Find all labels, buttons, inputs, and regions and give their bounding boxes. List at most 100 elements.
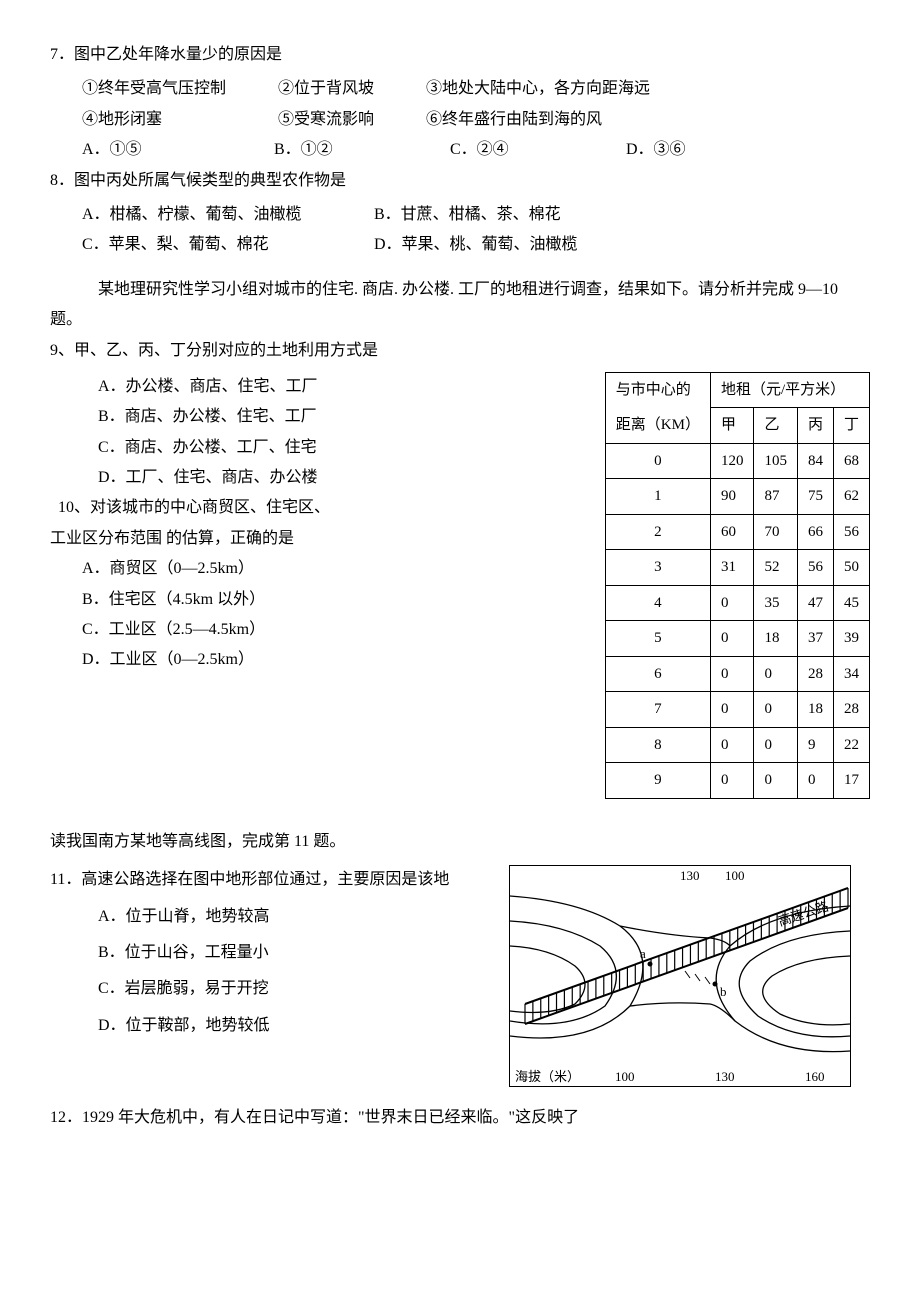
table-row: 190877562	[605, 479, 869, 515]
contour-map: 130 100 高速公路 a b	[509, 865, 851, 1087]
rent-cell: 0	[754, 656, 798, 692]
rent-col-0: 甲	[710, 408, 754, 444]
rent-hdr-dist1: 与市中心的	[605, 372, 710, 408]
rent-cell: 47	[797, 585, 833, 621]
rent-dist: 5	[605, 621, 710, 657]
rent-dist: 0	[605, 443, 710, 479]
rent-cell: 52	[754, 550, 798, 586]
table-row: 6002834	[605, 656, 869, 692]
table-row: 900017	[605, 763, 869, 799]
rent-cell: 0	[710, 727, 754, 763]
rent-cell: 68	[833, 443, 869, 479]
q9-optC: C．商店、办公楼、工厂、住宅	[50, 433, 585, 463]
q7-item3: ③地处大陆中心，各方向距海远	[426, 80, 650, 97]
rent-cell: 56	[797, 550, 833, 586]
rent-cell: 75	[797, 479, 833, 515]
q7-item4: ④地形闭塞	[82, 105, 274, 135]
q7-stem: 7．图中乙处年降水量少的原因是	[50, 40, 870, 70]
rent-col-3: 丁	[833, 408, 869, 444]
rent-cell: 0	[754, 763, 798, 799]
q7-items-row1: ①终年受高气压控制 ②位于背风坡 ③地处大陆中心，各方向距海远	[50, 74, 870, 104]
q11-optA: A．位于山脊，地势较高	[50, 902, 491, 932]
q8-optC: C．苹果、梨、葡萄、棉花	[82, 230, 370, 260]
rent-cell: 18	[797, 692, 833, 728]
rent-cell: 34	[833, 656, 869, 692]
rent-cell: 84	[797, 443, 833, 479]
q10-stem-line1: 10、对该城市的中心商贸区、住宅区、	[50, 493, 585, 523]
rent-col-1: 乙	[754, 408, 798, 444]
rent-cell: 35	[754, 585, 798, 621]
q7-optC: C．②④	[450, 135, 626, 165]
q7-optD: D．③⑥	[626, 135, 686, 165]
rent-hdr-rent: 地租（元/平方米）	[710, 372, 869, 408]
rent-cell: 0	[754, 692, 798, 728]
rent-cell: 39	[833, 621, 869, 657]
lead-9-10: 某地理研究性学习小组对城市的住宅. 商店. 办公楼. 工厂的地租进行调查，结果如…	[50, 275, 870, 336]
q12-stem: 12．1929 年大危机中，有人在日记中写道："世界末日已经来临。"这反映了	[50, 1103, 870, 1133]
rent-cell: 28	[797, 656, 833, 692]
rent-cell: 0	[710, 692, 754, 728]
q7-items-row2: ④地形闭塞 ⑤受寒流影响 ⑥终年盛行由陆到海的风	[50, 105, 870, 135]
rent-dist: 6	[605, 656, 710, 692]
q10-optC: C．工业区（2.5—4.5km）	[50, 615, 585, 645]
rent-cell: 60	[710, 514, 754, 550]
q10-optA: A．商贸区（0—2.5km）	[50, 554, 585, 584]
rent-cell: 66	[797, 514, 833, 550]
rent-cell: 0	[710, 763, 754, 799]
rent-dist: 4	[605, 585, 710, 621]
rent-cell: 0	[710, 621, 754, 657]
point-a: a	[640, 946, 646, 961]
q7-item2: ②位于背风坡	[278, 74, 422, 104]
top-label-100: 100	[725, 868, 745, 883]
rent-hdr-dist2: 距离（KM）	[605, 408, 710, 444]
q8-stem: 8．图中丙处所属气候类型的典型农作物是	[50, 166, 870, 196]
q11-stem: 11．高速公路选择在图中地形部位通过，主要原因是该地	[50, 865, 491, 895]
top-label-130: 130	[680, 868, 700, 883]
rent-dist: 1	[605, 479, 710, 515]
q7-optB: B．①②	[274, 135, 450, 165]
q9-optB: B．商店、办公楼、住宅、工厂	[50, 402, 585, 432]
q9-optD: D．工厂、住宅、商店、办公楼	[50, 463, 585, 493]
q10-optB: B．住宅区（4.5km 以外）	[50, 585, 585, 615]
rent-cell: 120	[710, 443, 754, 479]
rent-cell: 28	[833, 692, 869, 728]
rent-cell: 0	[797, 763, 833, 799]
rent-cell: 70	[754, 514, 798, 550]
rent-table: 与市中心的 地租（元/平方米） 距离（KM） 甲 乙 丙 丁 012010584…	[605, 372, 870, 799]
q8-optA: A．柑橘、柠檬、葡萄、油橄榄	[82, 200, 370, 230]
rent-dist: 3	[605, 550, 710, 586]
rent-cell: 45	[833, 585, 869, 621]
q10-optD: D．工业区（0—2.5km）	[50, 645, 585, 675]
rent-cell: 56	[833, 514, 869, 550]
q10-stem-line2: 工业区分布范围 的估算，正确的是	[50, 524, 585, 554]
table-row: 7001828	[605, 692, 869, 728]
q11-optB: B．位于山谷，工程量小	[50, 938, 491, 968]
tick-100: 100	[615, 1069, 635, 1084]
table-row: 01201058468	[605, 443, 869, 479]
rent-cell: 0	[710, 656, 754, 692]
rent-col-2: 丙	[797, 408, 833, 444]
q9-stem: 9、甲、乙、丙、丁分别对应的土地利用方式是	[50, 336, 870, 366]
q7-item5: ⑤受寒流影响	[278, 105, 422, 135]
q7-options: A．①⑤ B．①② C．②④ D．③⑥	[50, 135, 870, 165]
lead-11: 读我国南方某地等高线图，完成第 11 题。	[50, 827, 870, 857]
axis-label: 海拔（米）	[515, 1069, 580, 1084]
rent-cell: 105	[754, 443, 798, 479]
q11-optC: C．岩层脆弱，易于开挖	[50, 974, 491, 1004]
rent-dist: 8	[605, 727, 710, 763]
rent-cell: 0	[710, 585, 754, 621]
rent-cell: 9	[797, 727, 833, 763]
q8-row1: A．柑橘、柠檬、葡萄、油橄榄 B．甘蔗、柑橘、茶、棉花	[50, 200, 870, 230]
table-row: 331525650	[605, 550, 869, 586]
rent-dist: 7	[605, 692, 710, 728]
table-row: 800922	[605, 727, 869, 763]
rent-cell: 18	[754, 621, 798, 657]
rent-cell: 17	[833, 763, 869, 799]
q8-optD: D．苹果、桃、葡萄、油橄榄	[374, 236, 578, 253]
q7-item1: ①终年受高气压控制	[82, 74, 274, 104]
tick-130: 130	[715, 1069, 735, 1084]
rent-cell: 37	[797, 621, 833, 657]
q11-optD: D．位于鞍部，地势较低	[50, 1011, 491, 1041]
q8-optB: B．甘蔗、柑橘、茶、棉花	[374, 206, 561, 223]
q8-row2: C．苹果、梨、葡萄、棉花 D．苹果、桃、葡萄、油橄榄	[50, 230, 870, 260]
